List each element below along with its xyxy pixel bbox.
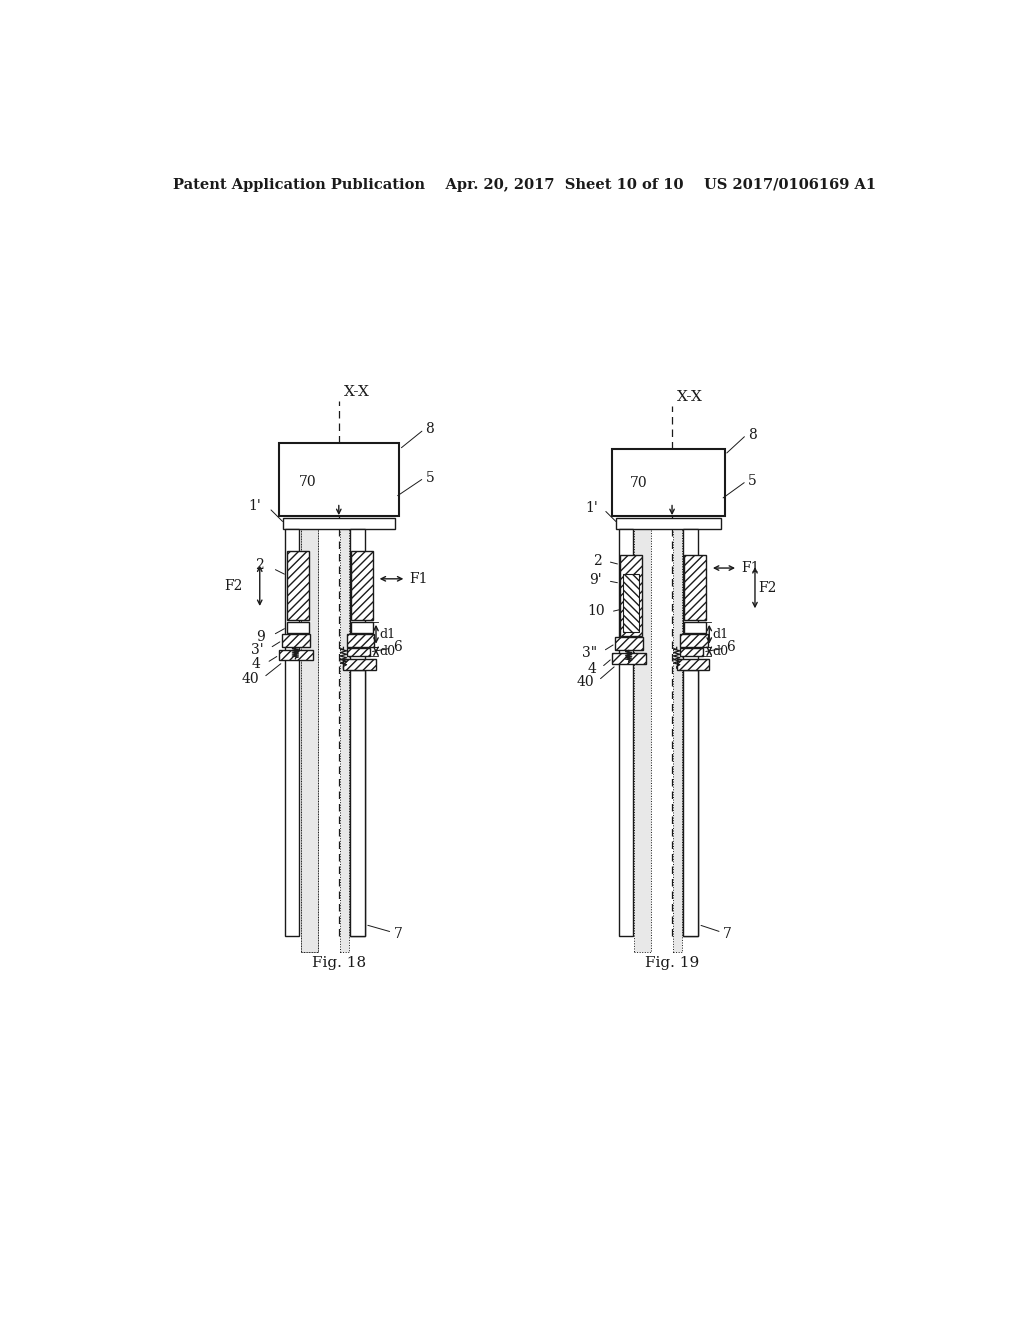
Bar <box>624 574 639 632</box>
Bar <box>683 529 698 936</box>
Text: F2: F2 <box>758 581 776 595</box>
Text: d0: d0 <box>379 644 395 657</box>
Text: 8: 8 <box>748 428 757 442</box>
Bar <box>286 529 299 936</box>
Bar <box>349 529 366 936</box>
Bar <box>280 444 399 516</box>
Bar <box>684 622 707 632</box>
Text: 2: 2 <box>255 558 263 572</box>
Text: F1: F1 <box>410 572 428 586</box>
Text: 4: 4 <box>588 661 597 676</box>
Bar <box>677 659 710 669</box>
Text: X-X: X-X <box>343 384 370 399</box>
Text: d1: d1 <box>713 628 728 640</box>
Bar <box>346 648 370 656</box>
Text: 40: 40 <box>577 675 594 689</box>
Text: 3': 3' <box>251 643 263 656</box>
Text: 7: 7 <box>394 927 402 941</box>
Bar <box>351 622 373 632</box>
Text: 9': 9' <box>589 573 601 587</box>
Bar <box>680 648 703 656</box>
Text: 4: 4 <box>252 657 260 672</box>
Bar <box>301 529 317 952</box>
Text: 6: 6 <box>726 640 735 653</box>
Bar <box>346 635 375 647</box>
Text: 1': 1' <box>249 499 261 513</box>
Text: d1: d1 <box>379 628 395 640</box>
Bar <box>621 554 642 636</box>
Bar <box>634 529 651 952</box>
Bar <box>616 517 721 529</box>
Bar <box>287 552 308 620</box>
Text: Fig. 18: Fig. 18 <box>311 956 366 970</box>
Bar <box>283 635 310 647</box>
Text: 7: 7 <box>723 927 732 941</box>
Text: 6: 6 <box>393 640 401 653</box>
Text: Fig. 19: Fig. 19 <box>645 956 699 970</box>
Text: 10: 10 <box>587 605 604 618</box>
Text: 70: 70 <box>299 475 316 488</box>
Bar <box>618 529 633 936</box>
Text: X-X: X-X <box>677 389 702 404</box>
Text: 70: 70 <box>630 475 647 490</box>
Text: d0: d0 <box>713 644 728 657</box>
Text: F1: F1 <box>741 561 760 576</box>
Bar <box>680 635 708 647</box>
Text: F2: F2 <box>224 578 243 593</box>
Text: 3": 3" <box>582 645 597 660</box>
Text: 5: 5 <box>426 471 434 484</box>
Text: 5: 5 <box>748 474 757 488</box>
Text: 9: 9 <box>256 630 265 644</box>
Bar <box>612 653 646 664</box>
Bar <box>283 517 395 529</box>
Bar <box>301 529 317 952</box>
Text: 40: 40 <box>242 672 259 686</box>
Bar <box>683 669 698 936</box>
Text: Patent Application Publication    Apr. 20, 2017  Sheet 10 of 10    US 2017/01061: Patent Application Publication Apr. 20, … <box>173 178 877 193</box>
Bar <box>287 622 308 632</box>
Bar <box>343 659 376 669</box>
Bar <box>684 554 707 620</box>
Text: 1': 1' <box>585 502 598 515</box>
Text: 2: 2 <box>593 553 601 568</box>
Bar <box>673 529 682 952</box>
Bar <box>612 449 725 516</box>
Text: 8: 8 <box>426 422 434 437</box>
Bar <box>340 529 349 952</box>
Bar <box>351 552 373 620</box>
Bar <box>280 649 313 660</box>
Bar <box>349 669 366 936</box>
Bar <box>615 638 643 649</box>
